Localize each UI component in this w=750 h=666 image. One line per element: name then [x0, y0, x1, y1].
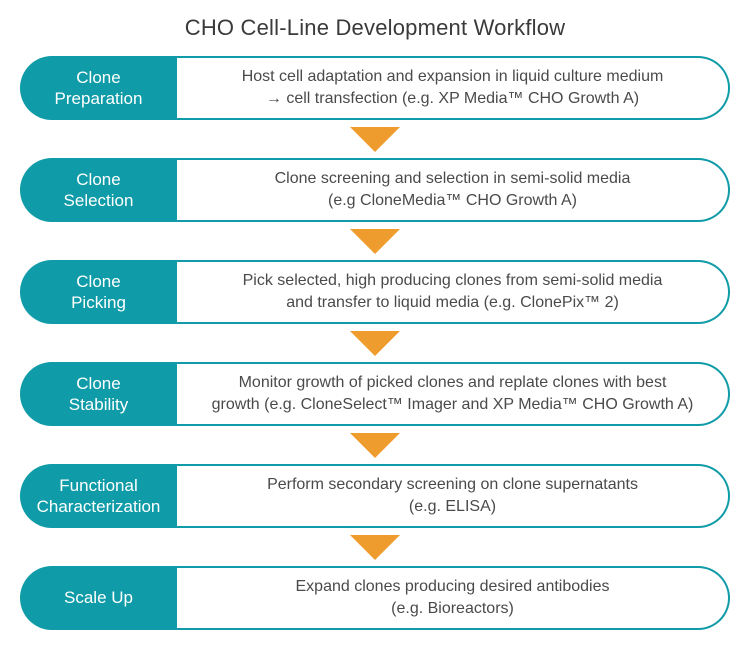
step-description: Perform secondary screening on clone sup…	[177, 464, 730, 528]
step-label-line: Clone	[76, 67, 120, 88]
step-description: Clone screening and selection in semi-so…	[177, 158, 730, 222]
step-description: Host cell adaptation and expansion in li…	[177, 56, 730, 120]
arrow-down-icon	[20, 426, 730, 464]
step-desc-line: → cell transfection (e.g. XP Media™ CHO …	[266, 88, 639, 110]
step-label-line: Clone	[76, 373, 120, 394]
step-label: Clone Selection	[20, 158, 177, 222]
step-description: Monitor growth of picked clones and repl…	[177, 362, 730, 426]
arrow-down-icon	[20, 120, 730, 158]
step-desc-line: Host cell adaptation and expansion in li…	[242, 66, 664, 88]
workflow-step: Clone Preparation Host cell adaptation a…	[20, 56, 730, 120]
workflow-step: Clone Stability Monitor growth of picked…	[20, 362, 730, 426]
step-desc-line: and transfer to liquid media (e.g. Clone…	[286, 292, 619, 314]
step-label: Scale Up	[20, 566, 177, 630]
step-label: Clone Preparation	[20, 56, 177, 120]
step-desc-line: Perform secondary screening on clone sup…	[267, 474, 638, 496]
step-desc-line: Expand clones producing desired antibodi…	[296, 576, 610, 598]
workflow-step: Clone Selection Clone screening and sele…	[20, 158, 730, 222]
step-description: Pick selected, high producing clones fro…	[177, 260, 730, 324]
step-label-line: Characterization	[37, 496, 161, 517]
step-desc-line: (e.g. Bioreactors)	[391, 598, 514, 620]
workflow-diagram: CHO Cell-Line Development Workflow Clone…	[0, 0, 750, 650]
step-desc-line: Monitor growth of picked clones and repl…	[239, 372, 667, 394]
step-description: Expand clones producing desired antibodi…	[177, 566, 730, 630]
step-desc-line: (e.g. ELISA)	[409, 496, 496, 518]
step-desc-line: (e.g CloneMedia™ CHO Growth A)	[328, 190, 577, 212]
step-label-line: Functional	[59, 475, 137, 496]
step-label: Clone Stability	[20, 362, 177, 426]
step-desc-line: growth (e.g. CloneSelect™ Imager and XP …	[212, 394, 694, 416]
step-label-line: Scale Up	[64, 587, 133, 608]
arrow-down-icon	[20, 222, 730, 260]
step-label-line: Selection	[64, 190, 134, 211]
step-label-line: Preparation	[55, 88, 143, 109]
workflow-step: Clone Picking Pick selected, high produc…	[20, 260, 730, 324]
diagram-title: CHO Cell-Line Development Workflow	[20, 15, 730, 41]
step-label-line: Stability	[69, 394, 129, 415]
step-label: Functional Characterization	[20, 464, 177, 528]
step-label: Clone Picking	[20, 260, 177, 324]
arrow-down-icon	[20, 528, 730, 566]
workflow-step: Scale Up Expand clones producing desired…	[20, 566, 730, 630]
step-desc-line: Pick selected, high producing clones fro…	[243, 270, 663, 292]
step-label-line: Clone	[76, 271, 120, 292]
step-desc-line: Clone screening and selection in semi-so…	[275, 168, 631, 190]
workflow-step: Functional Characterization Perform seco…	[20, 464, 730, 528]
step-label-line: Picking	[71, 292, 126, 313]
arrow-down-icon	[20, 324, 730, 362]
step-label-line: Clone	[76, 169, 120, 190]
